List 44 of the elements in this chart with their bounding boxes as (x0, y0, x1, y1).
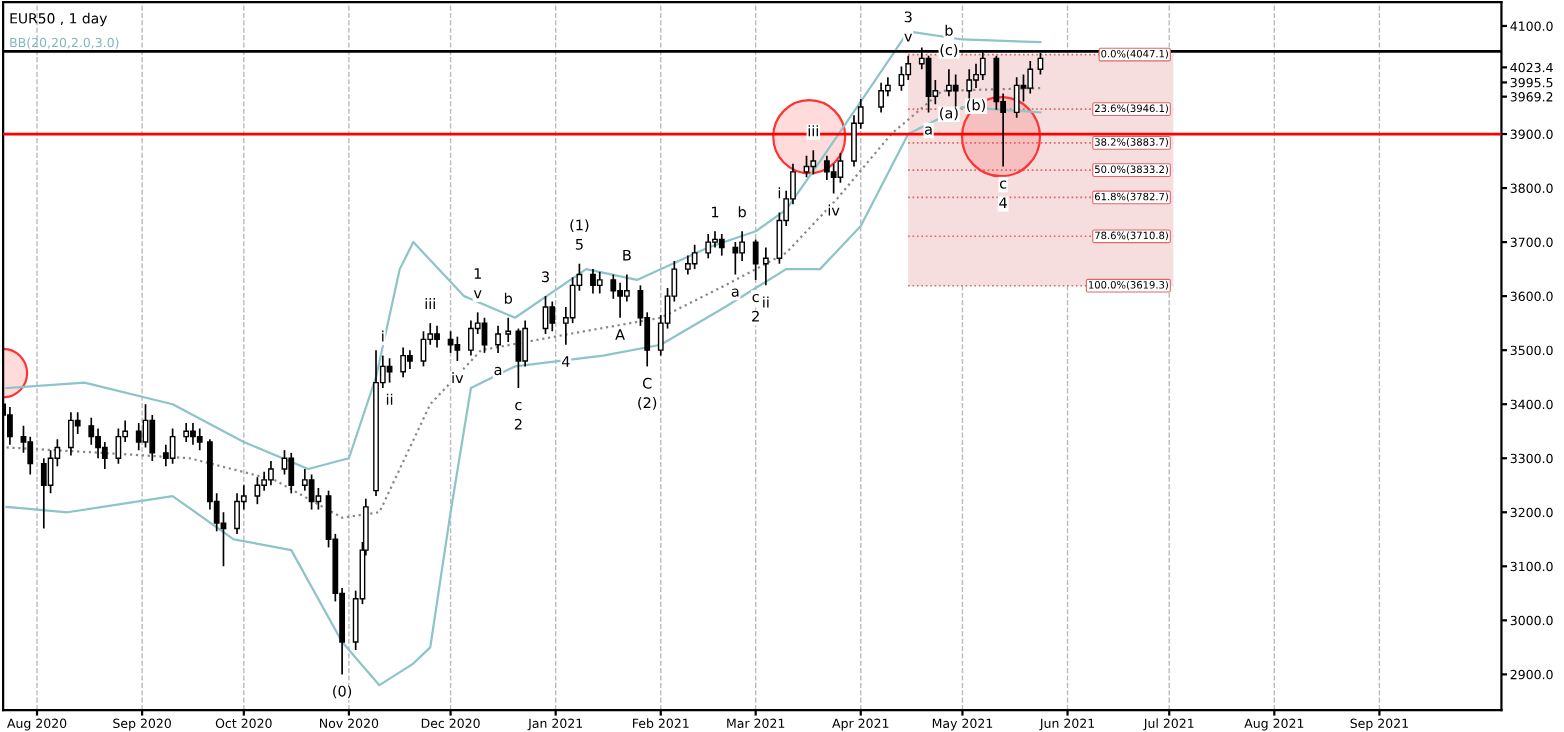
candlestick (623, 273, 630, 303)
candlestick (691, 243, 698, 270)
candlestick (434, 325, 440, 349)
candlestick (68, 411, 74, 457)
candlestick (268, 460, 274, 487)
candlestick (40, 457, 47, 530)
candlestick (705, 233, 712, 260)
candlestick (234, 492, 240, 535)
candlestick (505, 316, 512, 343)
candlestick (810, 149, 817, 176)
candlestick (515, 327, 522, 389)
line-series (5, 87, 1042, 519)
candlestick (803, 154, 810, 179)
candlestick (830, 162, 837, 195)
candlestick (837, 152, 844, 184)
candlestick (254, 476, 261, 506)
candlestick (115, 427, 122, 465)
candlestick (617, 281, 623, 319)
candlestick (407, 349, 413, 370)
candlestick (190, 422, 196, 446)
candlestick (315, 487, 322, 511)
candlestick (878, 81, 884, 114)
candlestick (596, 270, 603, 295)
candlestick (1013, 76, 1020, 119)
candlestick (718, 233, 725, 257)
candlestick (183, 422, 190, 443)
candlestick (400, 346, 407, 379)
candlestick (752, 238, 759, 281)
candlestick (945, 68, 952, 98)
candlestick (288, 452, 295, 495)
candlestick (169, 427, 176, 465)
candlestick (549, 300, 556, 333)
candlestick (468, 319, 474, 357)
candlestick (308, 473, 315, 511)
candlestick (495, 325, 501, 354)
candlestick (732, 241, 739, 276)
candlestick (454, 335, 461, 362)
candlestick (590, 268, 596, 295)
candlestick (952, 73, 959, 108)
candlestick (196, 427, 203, 451)
candlestick (162, 443, 169, 468)
candlestick (762, 246, 769, 287)
candlestick (1027, 60, 1034, 95)
candlestick (135, 422, 142, 451)
